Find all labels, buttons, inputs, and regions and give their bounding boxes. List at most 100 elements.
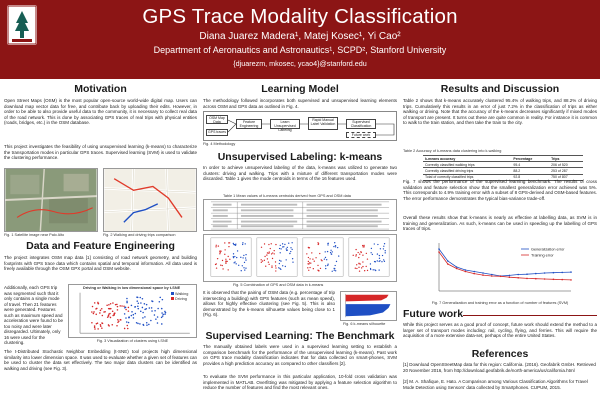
kmeans-point (366, 269, 369, 272)
tsne-point-walking (142, 317, 144, 319)
series-point (570, 279, 572, 281)
kmeans-point (236, 250, 239, 252)
tsne-point-walking (137, 322, 139, 325)
tsne-point-driving (123, 305, 125, 308)
tsne-point-walking (164, 310, 166, 313)
tsne-point-driving (93, 302, 96, 304)
tsne-point-walking (130, 304, 133, 307)
kmeans-point (317, 243, 319, 246)
tsne-title: Driving or Walking in low dimensional sp… (83, 286, 181, 290)
kmeans-point (284, 265, 286, 268)
kmeans-point (334, 264, 336, 267)
kmeans-point (334, 244, 337, 247)
kmeans-point (307, 256, 310, 259)
tsne-point-walking (145, 303, 148, 306)
kmeans-point (359, 253, 361, 255)
kmeans-point (331, 270, 333, 272)
tsne-point-driving (93, 326, 96, 329)
tsne-point-walking (137, 307, 140, 310)
sup-heading: Supervised Learning: The Benchmark (203, 330, 397, 342)
authors: Diana Juarez Madera¹, Matej Kosec¹, Yi C… (199, 31, 401, 42)
methodology-diagram: OSM Map Data GPS traces Feature Engineer… (203, 111, 397, 141)
data-heading: Data and Feature Engineering (4, 240, 197, 252)
kmeans-point (243, 261, 246, 264)
series-point (535, 277, 537, 280)
kmeans-point (265, 265, 267, 267)
kmeans-point (325, 267, 327, 270)
kmeans-point (370, 247, 373, 250)
kmeans-point (261, 260, 264, 262)
series-point (570, 271, 572, 273)
tsne-point-walking (144, 316, 146, 318)
tsne-point-walking (155, 318, 157, 320)
tsne-point-walking (132, 317, 135, 319)
kmeans-point (280, 268, 282, 271)
kmeans-point (383, 243, 386, 245)
kmeans-point (224, 253, 226, 256)
kmeans-point (232, 257, 235, 259)
kmeans-point (243, 254, 245, 257)
tsne-point-walking (153, 314, 156, 316)
kmeans-point (308, 263, 310, 265)
error-chart: Generalization error Training error (425, 239, 575, 299)
poster-banner: GPS Trace Modality Classification Diana … (0, 0, 600, 79)
kmeans-point (275, 270, 277, 272)
motivation-para1: Open Street Maps (OSM) is the most popul… (4, 98, 197, 125)
fig7-caption: Fig. 7 Generalization and training error… (431, 301, 569, 305)
kmeans-point (271, 257, 274, 260)
kmeans-point (224, 242, 226, 244)
kmeans-point (280, 260, 282, 262)
fig6-caption: Fig. 6 k-means silhouette (343, 322, 386, 326)
tsne-point-walking (125, 317, 127, 319)
series-point (526, 277, 528, 280)
kmeans-point (365, 265, 367, 268)
future-heading: Future work (403, 308, 464, 320)
kmeans-point (365, 252, 368, 255)
motivation-heading: Motivation (4, 83, 197, 95)
flow-kmeans: Learn Unsupervised Labeling (270, 119, 300, 132)
kmeans-point (290, 250, 292, 253)
kmeans-point (333, 245, 335, 248)
kmeans-point (268, 251, 270, 253)
tsne-point-driving (91, 321, 93, 324)
kmeans-point (260, 259, 262, 261)
tsne-point-walking (126, 301, 128, 304)
kmeans-point (307, 260, 310, 263)
kmeans-point (326, 250, 329, 253)
table2-caption: Table 2 Accuracy of k-means data cluster… (403, 149, 502, 153)
tsne-point-driving (101, 322, 103, 324)
series-point (482, 274, 484, 276)
tsne-point-walking (150, 319, 152, 322)
tsne-point-driving (99, 323, 102, 326)
kmeans-point (312, 258, 314, 260)
kmeans-point (335, 260, 338, 263)
tsne-point-driving (97, 328, 99, 330)
kmeans-point (327, 264, 329, 267)
kmeans-point (275, 243, 277, 246)
tsne-point-driving (118, 320, 120, 322)
tsne-point-walking (160, 316, 163, 319)
reference-2: [2] M. A. Shafique, E. Hato. A Compariso… (403, 379, 588, 390)
tsne-point-driving (92, 312, 95, 315)
kmeans-point (278, 267, 280, 269)
kmeans-point (240, 256, 242, 259)
kmeans-point (245, 253, 247, 256)
tsne-point-driving (121, 305, 123, 307)
kmeans-point (338, 255, 340, 257)
tsne-point-walking (134, 305, 137, 308)
kmeans-point (286, 249, 289, 251)
kmeans-point (358, 256, 360, 259)
silhouette-plot (340, 291, 397, 321)
series-point (543, 272, 546, 274)
series-point (482, 272, 484, 274)
tsne-point-driving (116, 309, 119, 311)
series-point (561, 271, 563, 274)
kmeans-point (243, 267, 245, 269)
tsne-point-driving (119, 305, 121, 307)
kmeans-point (292, 261, 294, 263)
kmeans-point (310, 262, 312, 264)
series-point (455, 267, 458, 270)
kmeans-point (282, 265, 284, 267)
series-point (552, 278, 555, 281)
kmeans-point (233, 262, 235, 264)
